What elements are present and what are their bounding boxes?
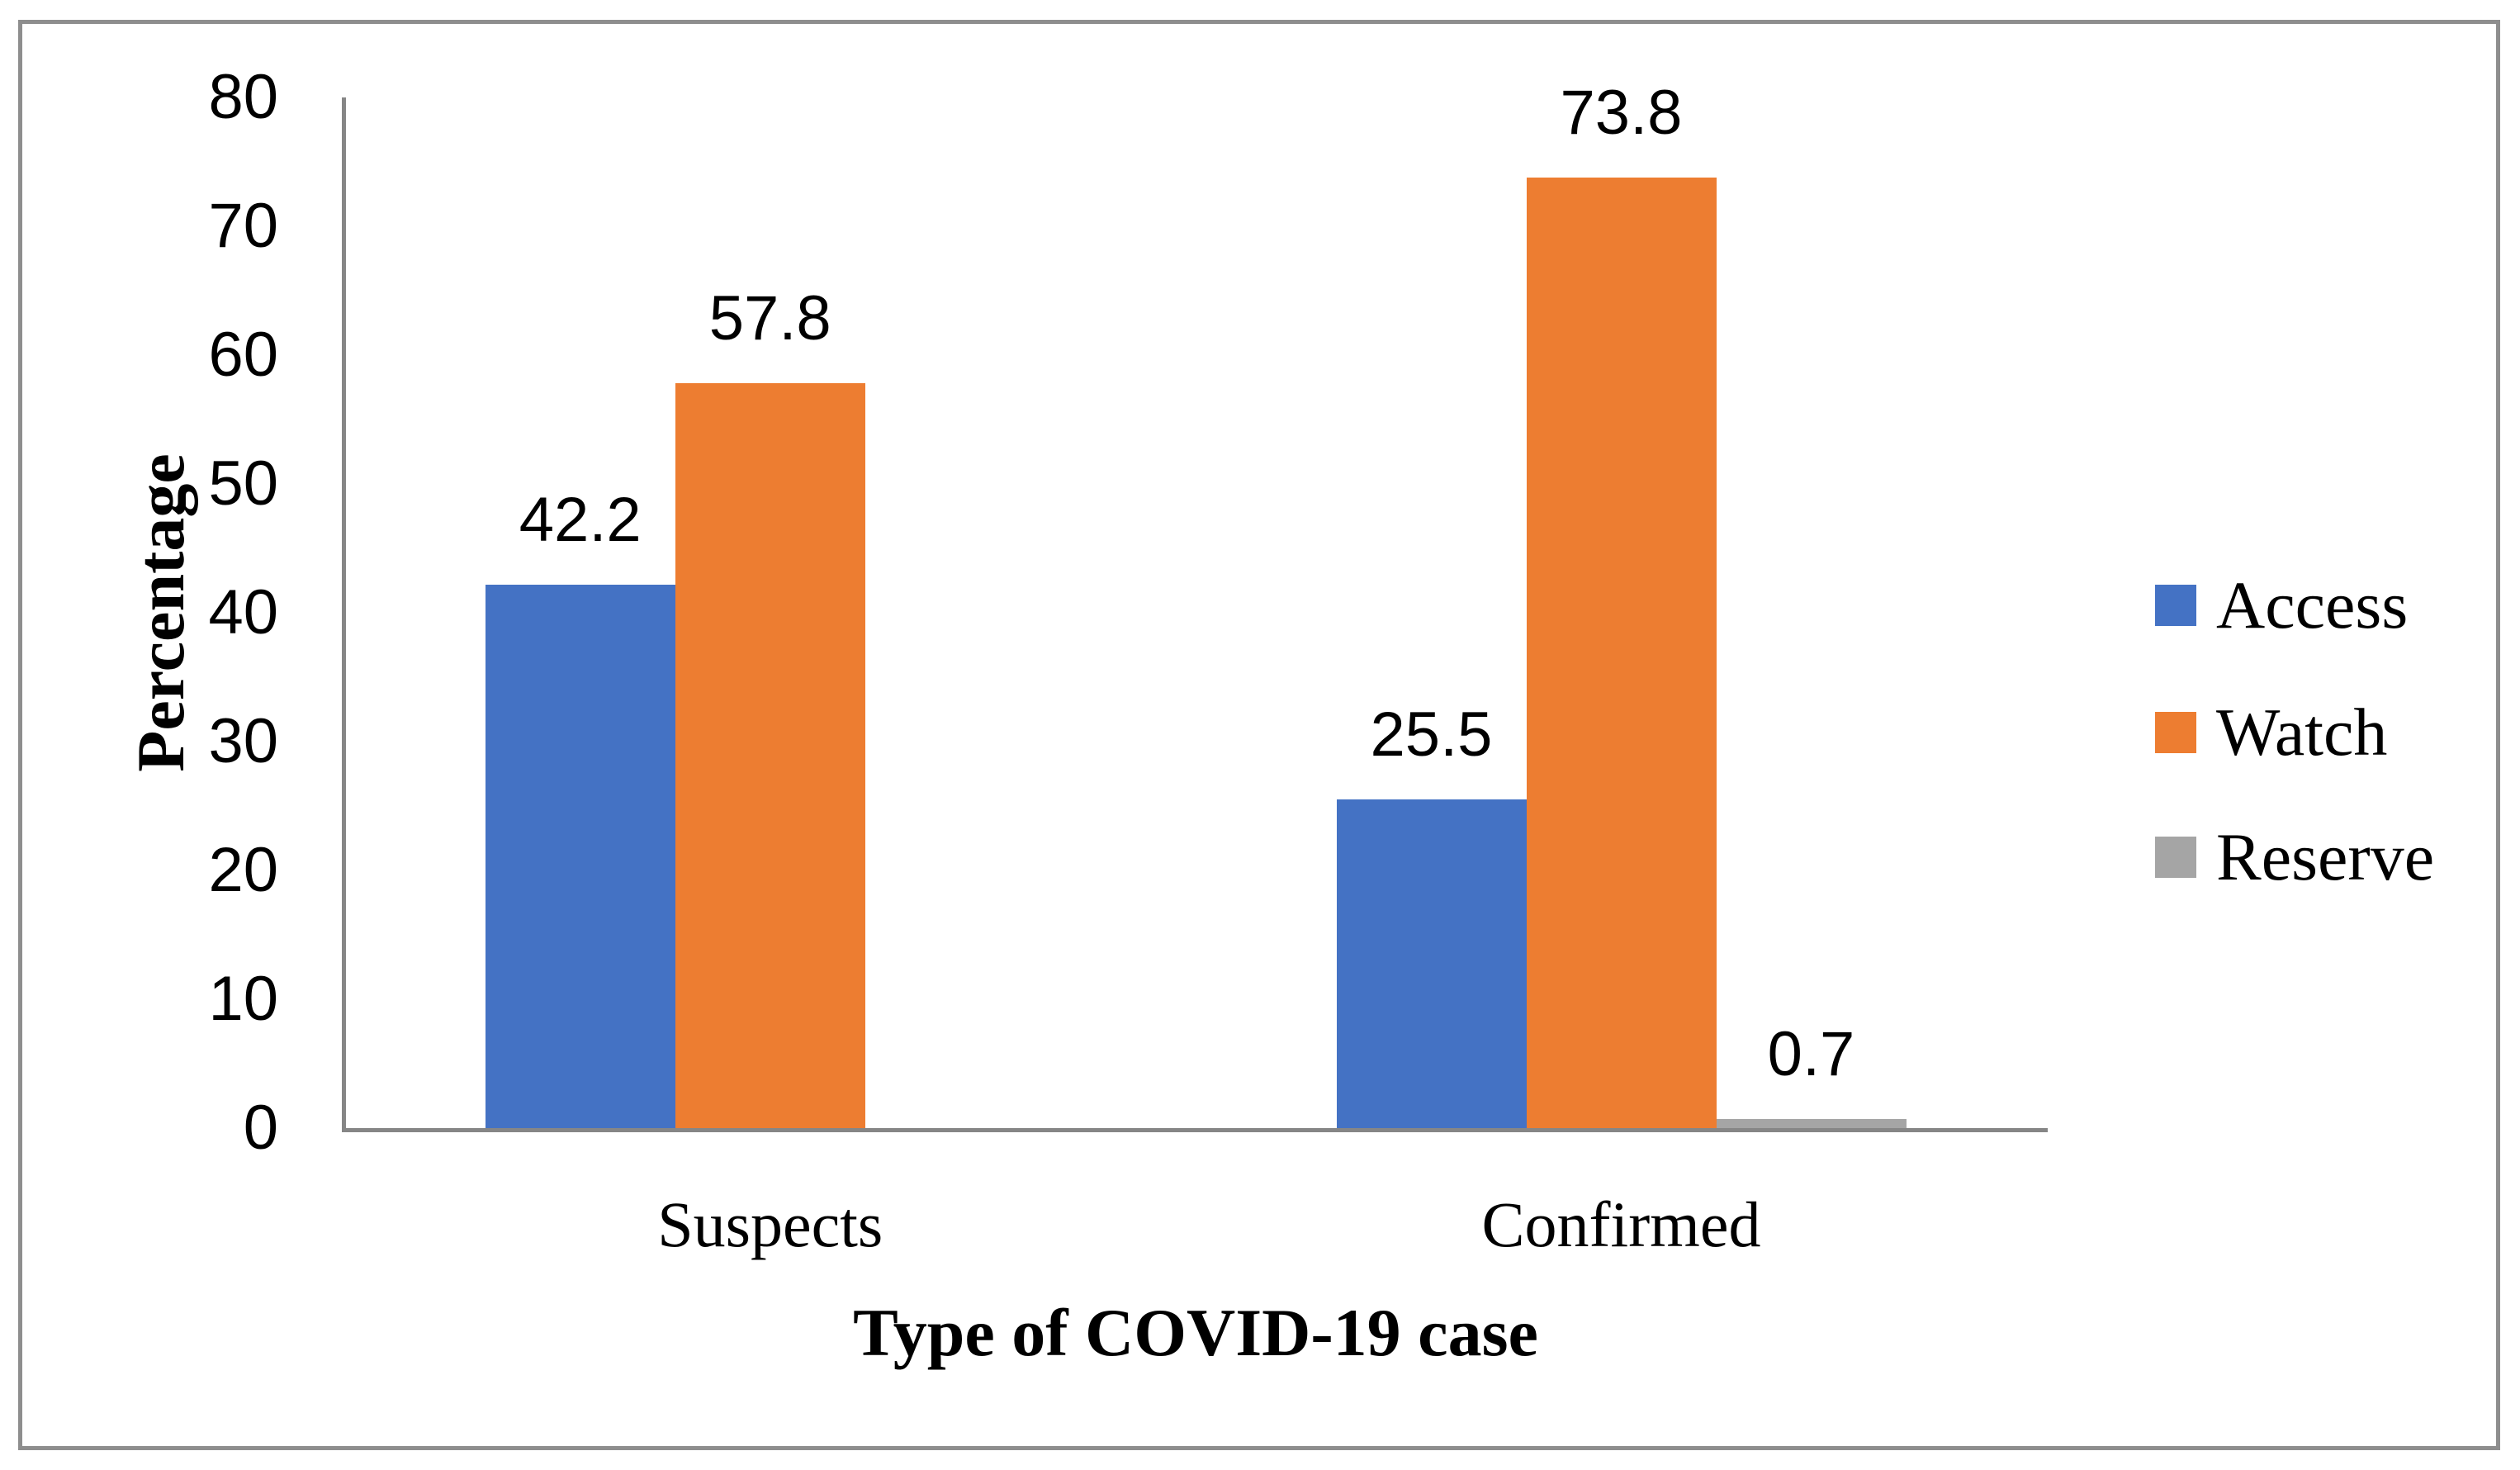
y-tick-label-10: 10 <box>208 964 278 1034</box>
legend-label-watch: Watch <box>2216 695 2388 770</box>
legend-item-reserve: Reserve <box>2155 819 2435 894</box>
category-label-confirmed: Confirmed <box>1481 1188 1761 1260</box>
y-axis-line <box>342 97 346 1132</box>
x-axis-line <box>342 1128 2048 1132</box>
bar-watch-suspects <box>675 383 865 1128</box>
data-label-reserve-confirmed: 0.7 <box>1767 1019 1855 1090</box>
figure-border <box>18 20 2500 1450</box>
y-tick-label-0: 0 <box>243 1093 278 1163</box>
x-axis-title: Type of COVID-19 case <box>853 1295 1538 1370</box>
legend-swatch-icon-watch <box>2155 712 2196 753</box>
legend-swatch-icon-reserve <box>2155 837 2196 878</box>
data-label-watch-suspects: 57.8 <box>708 283 831 354</box>
y-tick-label-80: 80 <box>208 62 278 132</box>
bar-access-suspects <box>485 584 675 1128</box>
data-label-watch-confirmed: 73.8 <box>1560 77 1683 148</box>
legend-item-access: Access <box>2155 567 2409 643</box>
legend-item-watch: Watch <box>2155 699 2387 766</box>
y-tick-label-40: 40 <box>208 577 278 647</box>
bar-access-confirmed <box>1336 799 1527 1128</box>
y-tick-label-70: 70 <box>208 191 278 261</box>
legend-swatch-icon-access <box>2155 585 2196 626</box>
legend-label-reserve: Reserve <box>2216 819 2435 894</box>
y-tick-label-50: 50 <box>208 448 278 519</box>
legend-label-access: Access <box>2216 567 2409 643</box>
y-tick-label-20: 20 <box>208 835 278 905</box>
data-label-access-confirmed: 25.5 <box>1370 699 1493 771</box>
y-tick-label-30: 30 <box>208 706 278 776</box>
bar-watch-confirmed <box>1526 177 1717 1128</box>
y-tick-label-60: 60 <box>208 320 278 390</box>
category-label-suspects: Suspects <box>657 1188 883 1260</box>
data-label-access-suspects: 42.2 <box>519 484 642 555</box>
bar-reserve-confirmed <box>1716 1119 1907 1128</box>
